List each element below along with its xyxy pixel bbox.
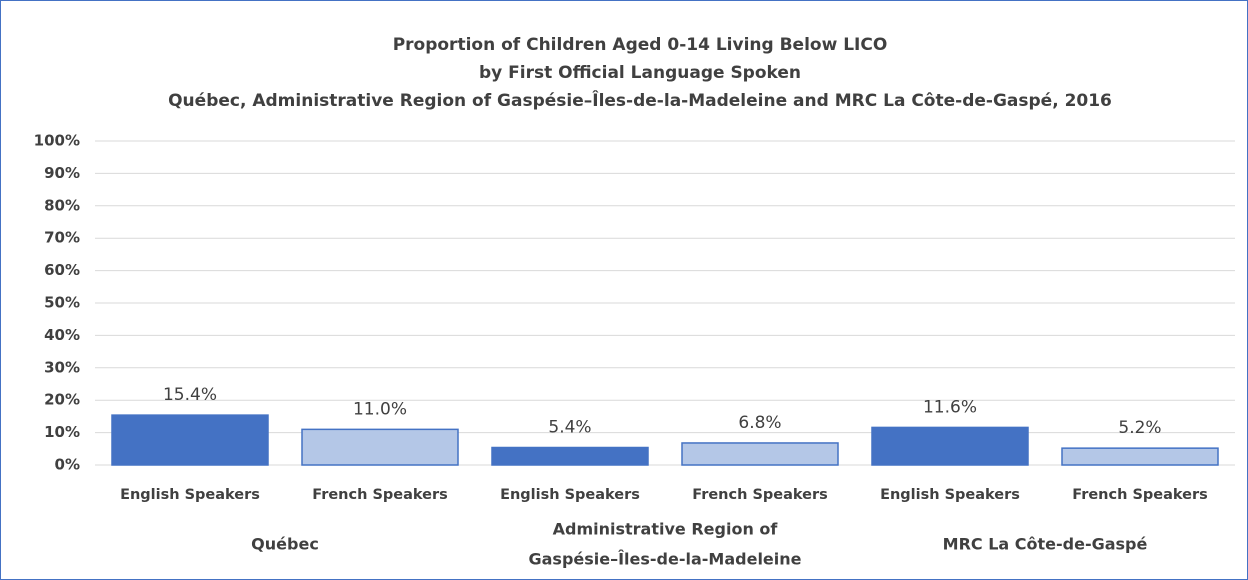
x-tick-label: French Speakers [692,487,828,503]
bar [491,446,649,466]
y-tick-label: 80% [44,196,80,214]
y-tick-label: 60% [44,261,80,279]
group-label: Québec [251,535,319,554]
y-tick-label: 10% [44,423,80,441]
value-label: 5.2% [1118,418,1161,438]
bar [871,426,1029,466]
value-label: 11.6% [923,397,977,417]
chart-title: by First Official Language Spoken [479,63,801,83]
value-label: 5.4% [548,418,591,438]
value-label: 6.8% [738,413,781,433]
y-tick-label: 90% [44,164,80,182]
bar [1061,447,1219,466]
x-tick-label: English Speakers [500,487,640,503]
group-label: MRC La Côte-de-Gaspé [943,535,1148,554]
group-label: Administrative Region of [553,520,779,539]
chart-title: Québec, Administrative Region of Gaspési… [168,89,1112,111]
chart-title: Proportion of Children Aged 0-14 Living … [393,35,888,55]
bar [301,428,459,466]
y-tick-label: 0% [55,456,80,474]
bar [111,414,269,466]
x-tick-label: English Speakers [120,487,260,503]
group-label: Gaspésie–Îles-de-la-Madeleine [528,550,801,569]
y-tick-label: 40% [44,326,80,344]
x-tick-label: French Speakers [312,487,448,503]
value-label: 11.0% [353,399,407,419]
y-tick-label: 100% [34,132,80,150]
x-tick-label: French Speakers [1072,487,1208,503]
y-tick-label: 30% [44,358,80,376]
bar [681,442,839,466]
y-tick-label: 20% [44,391,80,409]
x-tick-label: English Speakers [880,487,1020,503]
y-tick-label: 70% [44,229,80,247]
y-tick-label: 50% [44,294,80,312]
value-label: 15.4% [163,385,217,405]
